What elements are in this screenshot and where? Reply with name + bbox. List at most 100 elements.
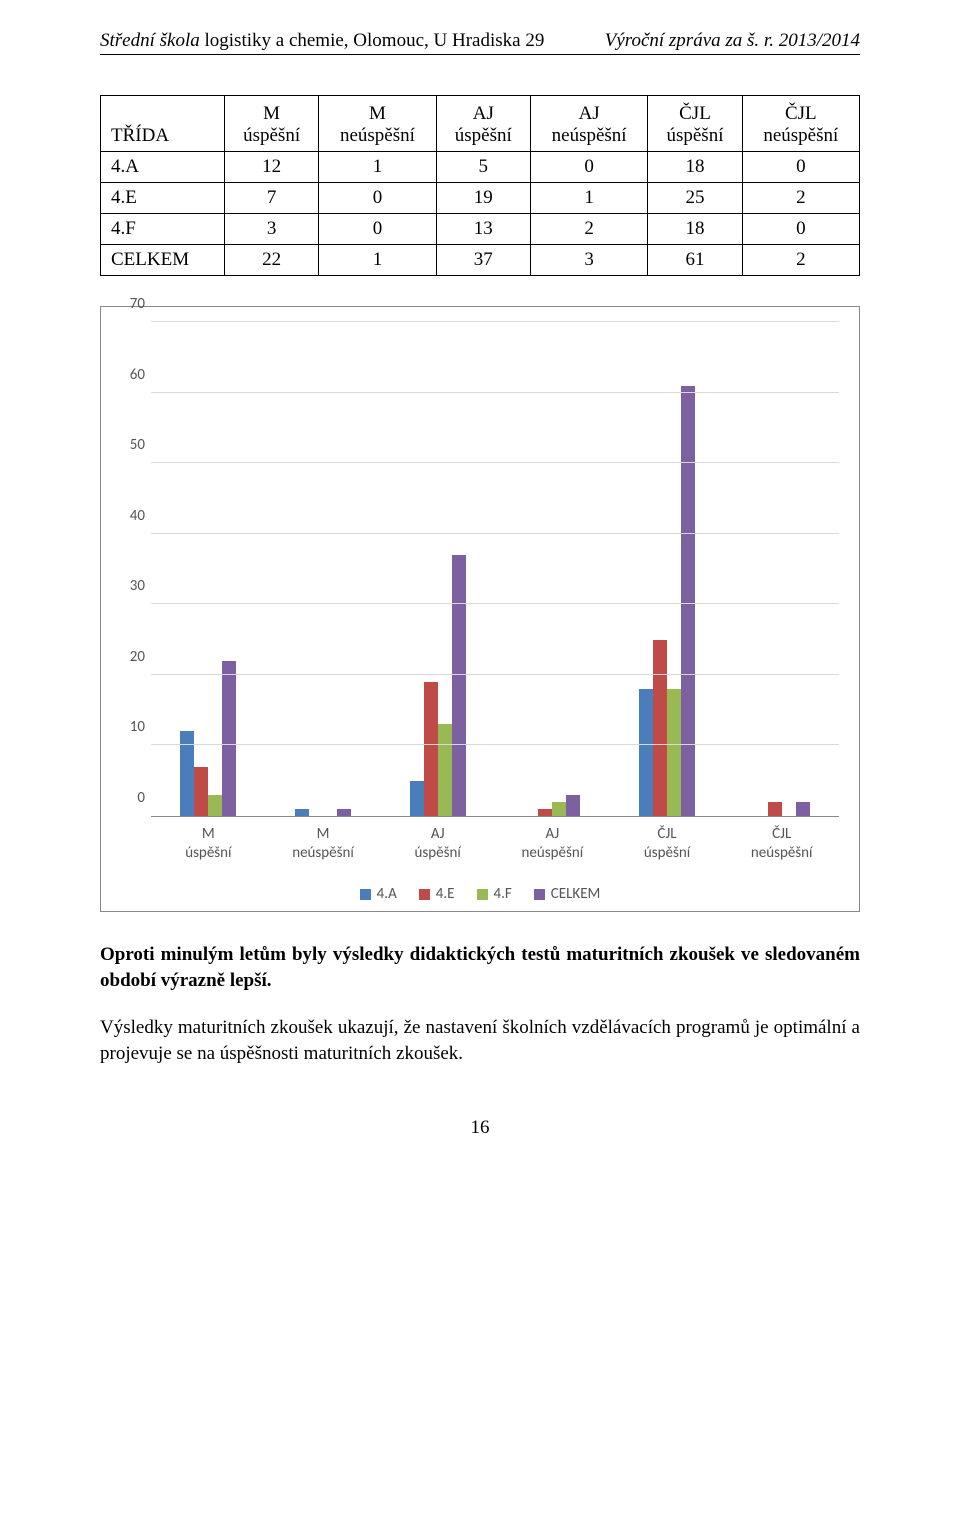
table-cell: 0: [319, 214, 436, 245]
legend-item: 4.F: [477, 885, 512, 903]
chart-gridline: [151, 462, 839, 463]
table-cell: 12: [224, 152, 318, 183]
chart-gridline: [151, 603, 839, 604]
table-cell: 13: [436, 214, 530, 245]
chart-bar: [424, 682, 438, 816]
chart-bar: [452, 555, 466, 816]
table-cell: 0: [742, 152, 859, 183]
results-table: TŘÍDAMúspěšníMneúspěšníAJúspěšníAJneúspě…: [100, 95, 860, 276]
table-cell: 4.F: [101, 214, 225, 245]
legend-label: 4.F: [494, 885, 512, 903]
chart-y-tick: 40: [115, 507, 145, 525]
table-cell: CELKEM: [101, 245, 225, 276]
chart-bar-group: [610, 322, 725, 816]
table-header-cell: AJneúspěšní: [530, 96, 647, 152]
table-header-cell: Múspěšní: [224, 96, 318, 152]
table-cell: 1: [530, 183, 647, 214]
legend-label: 4.E: [436, 885, 455, 903]
table-cell: 7: [224, 183, 318, 214]
chart-bar: [639, 689, 653, 816]
legend-item: CELKEM: [534, 885, 601, 903]
chart-y-tick: 0: [115, 789, 145, 807]
table-header-cell: ČJLneúspěšní: [742, 96, 859, 152]
chart-y-tick: 30: [115, 577, 145, 595]
table-cell: 2: [530, 214, 647, 245]
chart-bar: [796, 802, 810, 816]
chart-bar-group: [495, 322, 610, 816]
chart-gridline: [151, 392, 839, 393]
legend-label: CELKEM: [551, 885, 601, 903]
table-cell: 18: [648, 214, 742, 245]
header-left-plain: logistiky a chemie, Olomouc, U Hradiska …: [200, 30, 545, 51]
legend-label: 4.A: [377, 885, 397, 903]
header-right: Výroční zpráva za š. r. 2013/2014: [605, 30, 860, 52]
table-cell: 61: [648, 245, 742, 276]
chart-y-tick: 50: [115, 436, 145, 454]
chart-gridline: [151, 533, 839, 534]
chart-bar: [538, 809, 552, 816]
paragraph-1: Oproti minulým letům byly výsledky didak…: [100, 942, 860, 993]
chart-bar: [768, 802, 782, 816]
table-cell: 0: [530, 152, 647, 183]
chart-gridline: [151, 321, 839, 322]
page-header: Střední škola logistiky a chemie, Olomou…: [100, 30, 860, 55]
chart-y-tick: 10: [115, 718, 145, 736]
header-left: Střední škola logistiky a chemie, Olomou…: [100, 30, 544, 52]
chart-bar: [194, 767, 208, 816]
table-row: 4.F30132180: [101, 214, 860, 245]
table-header-cell: TŘÍDA: [101, 96, 225, 152]
legend-item: 4.E: [419, 885, 455, 903]
chart-plot-area: 010203040506070: [151, 322, 839, 817]
chart-bar-group: [266, 322, 381, 816]
table-cell: 0: [742, 214, 859, 245]
table-header-cell: ČJLúspěšní: [648, 96, 742, 152]
table-row: CELKEM221373612: [101, 245, 860, 276]
chart-bar: [552, 802, 566, 816]
page-number: 16: [100, 1117, 860, 1139]
chart-x-axis: MúspěšníMneúspěšníAJúspěšníAJneúspěšníČJ…: [151, 821, 839, 877]
chart-x-tick: AJúspěšní: [380, 821, 495, 877]
table-header-cell: Mneúspěšní: [319, 96, 436, 152]
chart-bar-groups: [151, 322, 839, 816]
table-header-cell: AJúspěšní: [436, 96, 530, 152]
table-cell: 37: [436, 245, 530, 276]
table-cell: 19: [436, 183, 530, 214]
chart-bar: [566, 795, 580, 816]
chart-x-tick: AJneúspěšní: [495, 821, 610, 877]
chart-x-tick: ČJLneúspěšní: [724, 821, 839, 877]
chart-bar: [337, 809, 351, 816]
chart-bar: [222, 661, 236, 816]
table-cell: 25: [648, 183, 742, 214]
table-row: 4.A12150180: [101, 152, 860, 183]
chart-bar-group: [380, 322, 495, 816]
chart-bar: [410, 781, 424, 816]
table-cell: 3: [224, 214, 318, 245]
legend-swatch: [360, 889, 371, 900]
table-cell: 0: [319, 183, 436, 214]
table-cell: 22: [224, 245, 318, 276]
chart-gridline: [151, 674, 839, 675]
legend-swatch: [419, 889, 430, 900]
chart-bar: [208, 795, 222, 816]
table-cell: 5: [436, 152, 530, 183]
chart-y-tick: 20: [115, 648, 145, 666]
chart-bar: [667, 689, 681, 816]
legend-swatch: [477, 889, 488, 900]
chart-x-tick: Múspěšní: [151, 821, 266, 877]
chart-legend: 4.A 4.E 4.F CELKEM: [111, 877, 849, 905]
table-cell: 2: [742, 183, 859, 214]
chart-x-tick: ČJLúspěšní: [610, 821, 725, 877]
chart-y-tick: 60: [115, 366, 145, 384]
chart-bar-group: [724, 322, 839, 816]
chart-bar: [438, 724, 452, 816]
chart-bar-group: [151, 322, 266, 816]
chart-bar: [681, 386, 695, 816]
table-cell: 4.A: [101, 152, 225, 183]
bar-chart: 010203040506070 MúspěšníMneúspěšníAJúspě…: [111, 317, 849, 877]
table-cell: 18: [648, 152, 742, 183]
chart-x-tick: Mneúspěšní: [266, 821, 381, 877]
table-cell: 1: [319, 152, 436, 183]
chart-bar: [653, 640, 667, 816]
chart-bar: [295, 809, 309, 816]
table-header-row: TŘÍDAMúspěšníMneúspěšníAJúspěšníAJneúspě…: [101, 96, 860, 152]
